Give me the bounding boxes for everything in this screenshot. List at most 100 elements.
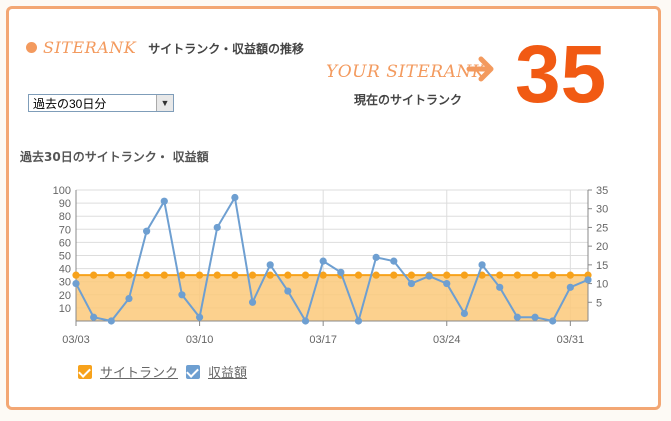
revenue-point [372,253,380,261]
legend-label-revenue[interactable]: 収益額 [208,365,248,380]
siterank-point [549,271,557,279]
revenue-point [513,313,521,321]
siterank-point [513,271,521,279]
arrow-right-icon [466,56,494,82]
y-left-tick-label: 50 [59,251,71,263]
revenue-point [301,317,310,325]
y-right-tick-label: 25 [596,222,608,234]
revenue-point [496,283,504,291]
y-right-tick-label: 35 [596,185,608,197]
legend-item-revenue[interactable]: 収益額 [186,362,247,381]
siterank-point [178,271,186,279]
siterank-logo: SITERANK [43,38,137,57]
revenue-point [248,298,257,306]
siterank-point [125,271,133,279]
checkbox-revenue[interactable] [186,364,200,379]
y-right-tick-label: 30 [596,204,608,216]
siterank-point [72,271,80,279]
revenue-point [266,261,274,269]
y-left-tick-label: 70 [59,224,71,236]
siterank-point [90,271,98,279]
x-tick-label: 03/03 [62,334,90,346]
x-tick-label: 03/24 [433,334,461,346]
checkbox-siterank[interactable] [78,364,92,379]
x-tick-label: 03/31 [557,334,585,346]
your-siterank-label: YOUR SITERANK [326,62,485,82]
revenue-point [213,223,221,232]
siterank-point [266,271,274,279]
y-left-tick-label: 100 [53,185,71,197]
current-rank-caption: 現在のサイトランク [354,93,463,107]
revenue-point [125,294,133,303]
revenue-point [107,317,115,325]
siterank-point [231,271,239,279]
revenue-point [284,287,292,295]
revenue-point [72,279,80,288]
revenue-point [337,268,345,276]
period-select[interactable]: 過去の30日分 ▼ [28,94,174,112]
siterank-point [372,271,380,279]
siterank-point [143,271,151,279]
siterank-area [76,275,588,321]
legend-label-siterank[interactable]: サイトランク [100,365,179,380]
siterank-point [195,271,204,279]
revenue-point [231,193,239,202]
siterank-point [213,271,221,279]
siterank-point [460,271,469,279]
revenue-point [390,257,398,265]
revenue-point [425,272,433,280]
y-right-tick-label: 10 [596,279,608,291]
revenue-point [319,257,327,265]
revenue-point [478,261,486,269]
siterank-point [496,271,504,279]
y-left-tick-label: 60 [59,237,71,249]
y-left-tick-label: 20 [59,290,71,302]
revenue-point [407,279,416,288]
y-left-tick-label: 10 [59,303,71,315]
revenue-point [195,313,204,321]
siterank-point [284,271,292,279]
y-left-tick-label: 40 [59,264,71,276]
siterank-point [248,271,257,279]
revenue-point [178,291,186,299]
siterank-point [354,271,363,279]
bullet-dot-icon [26,42,37,53]
siterank-point [107,271,115,279]
y-left-tick-label: 90 [59,198,71,210]
siterank-point [566,271,574,279]
siterank-point [319,271,327,279]
y-right-tick-label: 5 [596,297,602,309]
y-left-tick-label: 80 [59,211,71,223]
dropdown-arrow-icon[interactable]: ▼ [156,95,173,111]
revenue-point [584,276,592,284]
revenue-point [531,313,539,321]
y-left-tick-label: 30 [59,277,71,289]
page-title: サイトランク・収益額の推移 [148,41,304,56]
revenue-line [75,194,589,325]
brand-header: SITERANK サイトランク・収益額の推移 [26,38,304,57]
revenue-point [460,309,469,318]
chart-title: 過去30日のサイトランク・ 収益額 [20,150,209,164]
revenue-point [160,197,168,205]
siterank-point [407,271,416,279]
x-tick-label: 03/17 [309,334,337,346]
siterank-point [160,271,168,279]
revenue-point [90,313,98,321]
revenue-point [354,317,363,325]
revenue-point [566,283,574,291]
x-tick-label: 03/10 [186,334,214,346]
revenue-point [549,317,557,325]
period-select-value: 過去の30日分 [33,96,107,111]
y-right-tick-label: 15 [596,260,608,272]
revenue-point [143,227,151,235]
siterank-point [478,271,486,279]
legend-item-siterank[interactable]: サイトランク [78,362,178,381]
y-right-tick-label: 20 [596,241,608,253]
siterank-point [531,271,539,279]
current-rank-value: 35 [515,29,607,120]
siterank-point [443,271,451,279]
siterank-point [301,271,310,279]
siterank-point [390,271,398,279]
revenue-point [443,279,451,288]
